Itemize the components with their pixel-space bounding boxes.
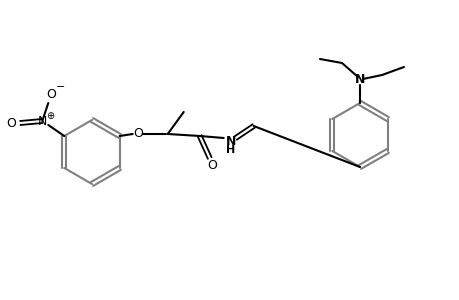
Text: N: N <box>354 73 364 85</box>
Text: N: N <box>38 115 47 128</box>
Text: −: − <box>56 82 65 92</box>
Text: O: O <box>133 127 142 140</box>
Text: H: H <box>225 145 235 155</box>
Text: ⊕: ⊕ <box>46 111 54 121</box>
Text: O: O <box>46 88 56 100</box>
Text: N: N <box>225 134 235 148</box>
Text: O: O <box>207 158 216 172</box>
Text: O: O <box>6 116 16 130</box>
